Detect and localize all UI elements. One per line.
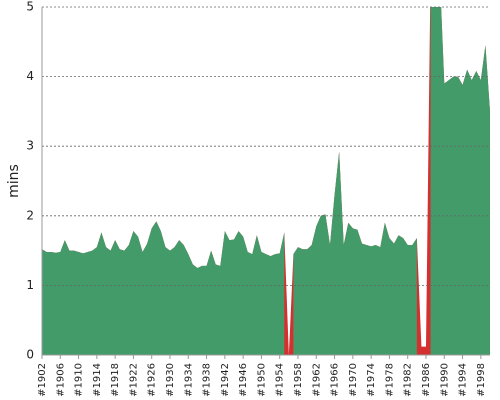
- x-tick-label: #1914: [92, 363, 103, 397]
- area: [42, 221, 285, 355]
- y-tick-label: 1: [26, 278, 34, 292]
- x-tick-label: #1946: [238, 363, 249, 397]
- x-tick-label: #1954: [275, 363, 286, 397]
- x-tick-label: #1970: [348, 363, 359, 397]
- x-tick-label: #1986: [421, 363, 432, 397]
- y-tick-label: 5: [26, 0, 34, 14]
- y-tick-label: 4: [26, 69, 34, 83]
- y-axis-label: mins: [6, 164, 22, 198]
- x-tick-label: #1926: [147, 363, 158, 397]
- x-tick-label: #1922: [128, 363, 139, 397]
- x-tick-label: #1930: [165, 363, 176, 397]
- y-tick-label: 0: [26, 348, 34, 362]
- x-tick-label: #1934: [183, 363, 194, 397]
- x-tick-label: #1962: [311, 363, 322, 397]
- x-tick-label: #1950: [256, 363, 267, 397]
- area: [430, 7, 490, 355]
- x-tick-label: #1902: [37, 363, 48, 397]
- x-tick-label: #1910: [74, 363, 85, 397]
- x-tick-label: #1990: [439, 363, 450, 397]
- x-tick-label: #1982: [403, 363, 414, 397]
- x-tick-label: #1958: [293, 363, 304, 397]
- x-tick-label: #1998: [476, 363, 487, 397]
- x-tick-label: #1994: [458, 363, 469, 397]
- y-tick-label: 3: [26, 139, 34, 153]
- area: [293, 151, 417, 355]
- plot-area: [42, 7, 490, 355]
- x-tick-label: #1978: [384, 363, 395, 397]
- x-tick-label: #1942: [220, 363, 231, 397]
- y-tick-label: 2: [26, 208, 34, 222]
- x-tick-label: #1906: [55, 363, 66, 397]
- x-tick-label: #1918: [110, 363, 121, 397]
- x-tick-label: #1938: [202, 363, 213, 397]
- x-tick-label: #1966: [330, 363, 341, 397]
- x-tick-label: #1974: [366, 363, 377, 397]
